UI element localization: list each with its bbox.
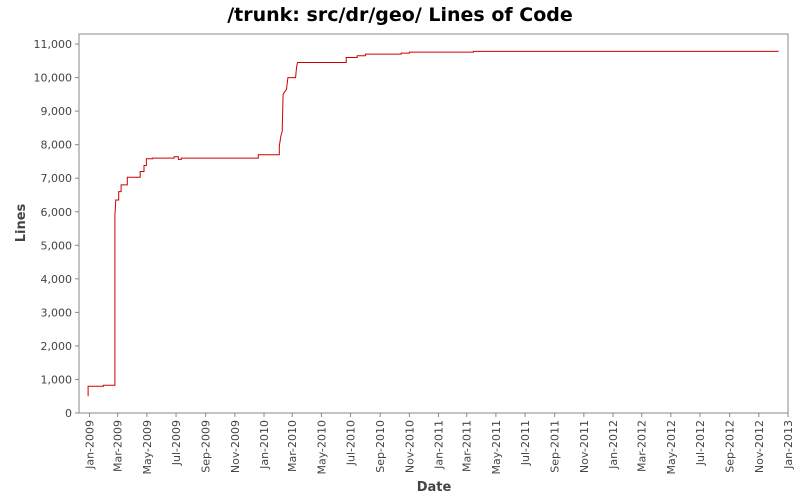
x-tick-label: Jul-2012 (694, 420, 707, 466)
x-tick-label: Jan-2012 (607, 420, 620, 470)
x-tick-label: Jul-2011 (519, 420, 532, 466)
plot-area (78, 33, 789, 414)
y-tick-label: 2,000 (41, 340, 73, 353)
x-tick-label: Mar-2012 (636, 420, 649, 472)
x-tick-label: Nov-2011 (578, 420, 591, 473)
y-tick-label: 8,000 (41, 139, 73, 152)
y-tick-label: 9,000 (41, 105, 73, 118)
x-tick-label: May-2009 (141, 420, 154, 475)
x-tick-label: Nov-2010 (403, 420, 416, 473)
y-tick-label: 11,000 (34, 38, 73, 51)
chart-title: /trunk: src/dr/geo/ Lines of Code (227, 4, 573, 26)
x-tick-label: Sep-2012 (724, 420, 737, 473)
y-tick-label: 4,000 (41, 273, 73, 286)
x-tick-label: Mar-2011 (461, 420, 474, 472)
y-tick-label: 1,000 (41, 373, 73, 386)
x-tick-label: Jul-2009 (170, 420, 183, 466)
x-tick-label: May-2010 (315, 420, 328, 475)
y-tick-label: 7,000 (41, 172, 73, 185)
x-tick-label: Jan-2013 (782, 420, 795, 470)
y-tick-label: 3,000 (41, 306, 73, 319)
x-tick-label: Mar-2009 (112, 420, 125, 472)
x-tick-label: Mar-2010 (286, 420, 299, 472)
x-tick-label: Nov-2009 (229, 420, 242, 473)
y-tick-label: 10,000 (34, 72, 73, 85)
y-tick-label: 6,000 (41, 206, 73, 219)
x-axis-label: Date (417, 480, 452, 495)
x-tick-label: Nov-2012 (753, 420, 766, 473)
x-tick-label: Sep-2009 (200, 420, 213, 473)
y-axis-label: Lines (14, 203, 29, 242)
x-tick-label: Sep-2010 (374, 420, 387, 473)
x-tick-label: May-2011 (490, 420, 503, 475)
y-tick-label: 5,000 (41, 239, 73, 252)
series-line (87, 50, 779, 397)
y-tick-label: 0 (65, 407, 72, 420)
x-tick-label: May-2012 (665, 420, 678, 475)
y-axis: 0 1,000 2,000 3,000 4,000 5,000 6,000 7,000 8,00… (34, 38, 79, 420)
x-tick-label: Jan-2011 (433, 420, 446, 470)
x-tick-label: Jan-2010 (258, 420, 271, 470)
x-tick-label: Jan-2009 (84, 420, 97, 470)
x-tick-label: Sep-2011 (549, 420, 562, 473)
x-axis: Jan-2009 Mar-2009 May-2009 Jul-2009 Sep-2009… (84, 413, 795, 475)
x-tick-label: Jul-2010 (345, 420, 358, 466)
